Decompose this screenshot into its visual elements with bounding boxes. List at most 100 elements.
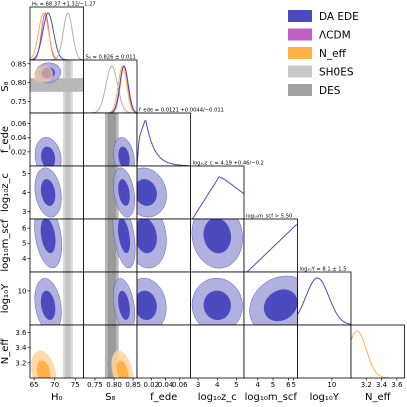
x-tick-label-fede: 0.02	[143, 381, 159, 389]
x-axis-label-fede: f_ede	[150, 392, 177, 403]
panel-log10mscf-H0: 4 5 6 log₁₀m_scf	[0, 218, 84, 273]
panel-log10zc-log10zc: log₁₀z_c = 4.19 +0.46/−0.2	[190, 161, 264, 220]
diag-title-log10zc: log₁₀z_c = 4.19 +0.46/−0.2	[193, 161, 264, 167]
density-da-ede-log10zc	[190, 176, 244, 219]
y-tick-label-log10mscf: 6	[22, 225, 27, 233]
y-tick-label-log10zc: 3	[22, 208, 26, 216]
x-tick-label-H0: 65	[30, 381, 39, 389]
x-tick-label-H0: 75	[71, 381, 80, 389]
panel-fede-H0: 0.02 0.04 0.06f_ede	[0, 112, 84, 167]
x-tick-label-S8: 0.80	[106, 381, 122, 389]
y-tick-label-Neff: 3.2	[15, 359, 26, 367]
legend-swatch	[288, 84, 312, 96]
y-tick-label-log10mscf: 5	[22, 240, 26, 248]
density-da-ede-H0	[30, 12, 84, 60]
band-sh0es-inner	[65, 166, 71, 219]
contour-da-ede-1sigma	[118, 179, 130, 206]
density-sh0es-H0	[30, 12, 84, 60]
y-axis-label-Neff: N_eff	[0, 338, 11, 365]
panel-Neff-log10Y: 5 10 log₁₀Y	[291, 324, 352, 403]
x-axis-label-log10zc: log₁₀z_c	[198, 392, 237, 403]
contour-da-ede-1sigma	[117, 219, 131, 254]
x-tick-label-Neff: 3.2	[361, 381, 372, 389]
band-des-inner	[107, 113, 116, 166]
panel-frame	[350, 324, 405, 379]
y-axis-label-log10Y: log₁₀Y	[0, 283, 11, 313]
x-tick-label-log10Y: 10	[327, 381, 336, 389]
y-axis-label-S8: S₈	[0, 81, 11, 91]
panel-Neff-H0: 65 70 75 H₀ 3.2 3.4 3.6 N_eff	[0, 324, 84, 403]
panel-fede-fede: f_ede = 0.0121 +0.0044/−0.011	[136, 108, 224, 167]
panel-log10mscf-fede	[136, 218, 191, 273]
contour-da-ede-1sigma	[137, 219, 157, 254]
x-tick-label-H0: 70	[50, 381, 59, 389]
x-axis-label-log10Y: log₁₀Y	[310, 392, 340, 403]
y-tick-label-log10Y: 10	[18, 287, 27, 295]
x-tick-label-log10zc: 4	[215, 381, 220, 389]
panel-log10zc-H0: 3 4 5 log₁₀z_c	[0, 165, 84, 220]
x-tick-label-S8: 0.75	[87, 381, 103, 389]
legend-swatch	[288, 10, 312, 22]
band-des-inner	[107, 325, 116, 378]
contour-da-ede-1sigma	[41, 146, 56, 166]
x-tick-label-Neff: 3.4	[376, 381, 388, 389]
diag-title-H0: H₀ = 68.37 +1.32/−1.27	[32, 2, 96, 8]
contour-neff	[33, 65, 54, 83]
panel-log10Y-H0: 10 log₁₀Y	[0, 271, 84, 326]
legend-label: DES	[319, 85, 341, 97]
panel-log10Y-log10Y: log₁₀Y = 8.1 ± 1.5	[297, 267, 352, 326]
x-tick-label-Neff: 3.6	[391, 381, 403, 389]
legend-label: ΛCDM	[319, 30, 351, 42]
y-tick-label-fede: 0.02	[11, 148, 27, 156]
legend-label: SH0ES	[319, 67, 354, 79]
legend-label: DA EDE	[319, 11, 359, 23]
y-tick-label-fede: 0.04	[11, 134, 27, 142]
panel-log10Y-S8	[83, 271, 138, 326]
x-tick-label-log10mscf: 4	[256, 381, 261, 389]
contour-da-ede-1sigma	[263, 289, 298, 322]
diag-title-log10Y: log₁₀Y = 8.1 ± 1.5	[300, 267, 347, 273]
contour-da-ede-1sigma	[203, 290, 231, 321]
diag-title-fede: f_ede = 0.0121 +0.0044/−0.011	[139, 108, 224, 114]
panel-Neff-fede: 0.020.040.06 f_ede	[136, 324, 191, 403]
y-tick-label-S8: 0.85	[11, 60, 27, 68]
panel-fede-S8	[83, 112, 138, 167]
legend-label: N_eff	[319, 48, 347, 60]
y-tick-label-log10zc: 4	[22, 189, 27, 197]
panel-log10mscf-S8	[83, 218, 138, 273]
x-axis-label-Neff: N_eff	[365, 392, 392, 403]
panel-log10Y-log10zc	[190, 271, 245, 326]
band-sh0es-inner	[65, 272, 71, 325]
band-des-inner	[107, 219, 116, 272]
x-tick-label-S8: 0.85	[125, 381, 141, 389]
legend-item: DES	[288, 84, 341, 97]
y-tick-label-log10mscf: 4	[22, 255, 27, 263]
legend-swatch	[288, 47, 312, 59]
panel-S8-H0: 0.75 0.80 0.85 S₈	[0, 59, 84, 114]
band-des-inner	[107, 166, 116, 219]
band-sh0es-inner	[65, 113, 71, 166]
y-axis-label-fede: f_ede	[0, 126, 11, 153]
band-des-inner	[107, 272, 116, 325]
contour-da-ede-1sigma	[137, 290, 157, 321]
density-n-eff-Neff	[351, 330, 405, 378]
band-sh0es-inner	[65, 219, 71, 272]
contour-da-ede-1sigma	[203, 219, 232, 254]
legend-item: DA EDE	[288, 10, 359, 23]
panel-log10Y-log10mscf	[243, 271, 298, 326]
contour-da-ede-1sigma	[118, 146, 130, 166]
x-tick-label-log10zc: 3	[196, 381, 200, 389]
legend-item: SH0ES	[288, 65, 354, 79]
legend-item: ΛCDM	[288, 28, 351, 42]
diag-title-log10mscf: log₁₀m_scf > 5.50	[246, 214, 292, 220]
x-tick-label-log10mscf: 6	[286, 381, 291, 389]
band-sh0es-inner	[65, 325, 71, 378]
contour-da-ede-1sigma	[40, 290, 56, 320]
x-tick-label-log10Y: 5	[291, 381, 295, 389]
contour-da-ede-1sigma	[40, 219, 56, 254]
contour-da-ede-1sigma	[137, 179, 157, 206]
x-axis-label-S8: S₈	[105, 392, 115, 403]
density-n-eff-H0	[30, 12, 84, 60]
